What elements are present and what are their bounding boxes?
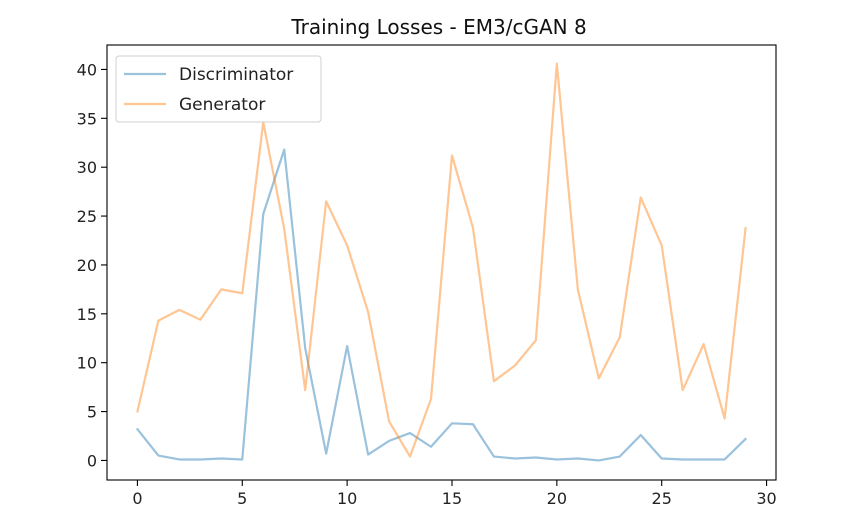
y-tick-label: 35 <box>77 109 97 128</box>
y-tick-label: 30 <box>77 158 97 177</box>
legend-box <box>115 55 322 123</box>
x-tick-label: 25 <box>652 489 672 508</box>
x-tick-label: 10 <box>337 489 357 508</box>
y-tick-label: 0 <box>87 451 97 470</box>
x-tick-label: 15 <box>442 489 462 508</box>
x-tick-label: 20 <box>547 489 567 508</box>
y-tick-label: 10 <box>77 354 97 373</box>
series-line-discriminator <box>136 148 747 462</box>
legend-label-discriminator: Discriminator <box>179 65 293 85</box>
y-tick-label: 20 <box>77 256 97 275</box>
legend-label-generator: Generator <box>179 95 265 115</box>
x-tick-label: 5 <box>237 489 247 508</box>
plot-frame <box>106 44 777 481</box>
y-tick-label: 40 <box>77 60 97 79</box>
x-tick-label: 30 <box>756 489 776 508</box>
series-line-generator <box>136 62 747 458</box>
y-tick-label: 15 <box>77 305 97 324</box>
chart-title: Training Losses - EM3/cGAN 8 <box>290 15 586 39</box>
y-tick-label: 5 <box>87 403 97 422</box>
x-tick-label: 0 <box>132 489 142 508</box>
y-tick-label: 25 <box>77 207 97 226</box>
